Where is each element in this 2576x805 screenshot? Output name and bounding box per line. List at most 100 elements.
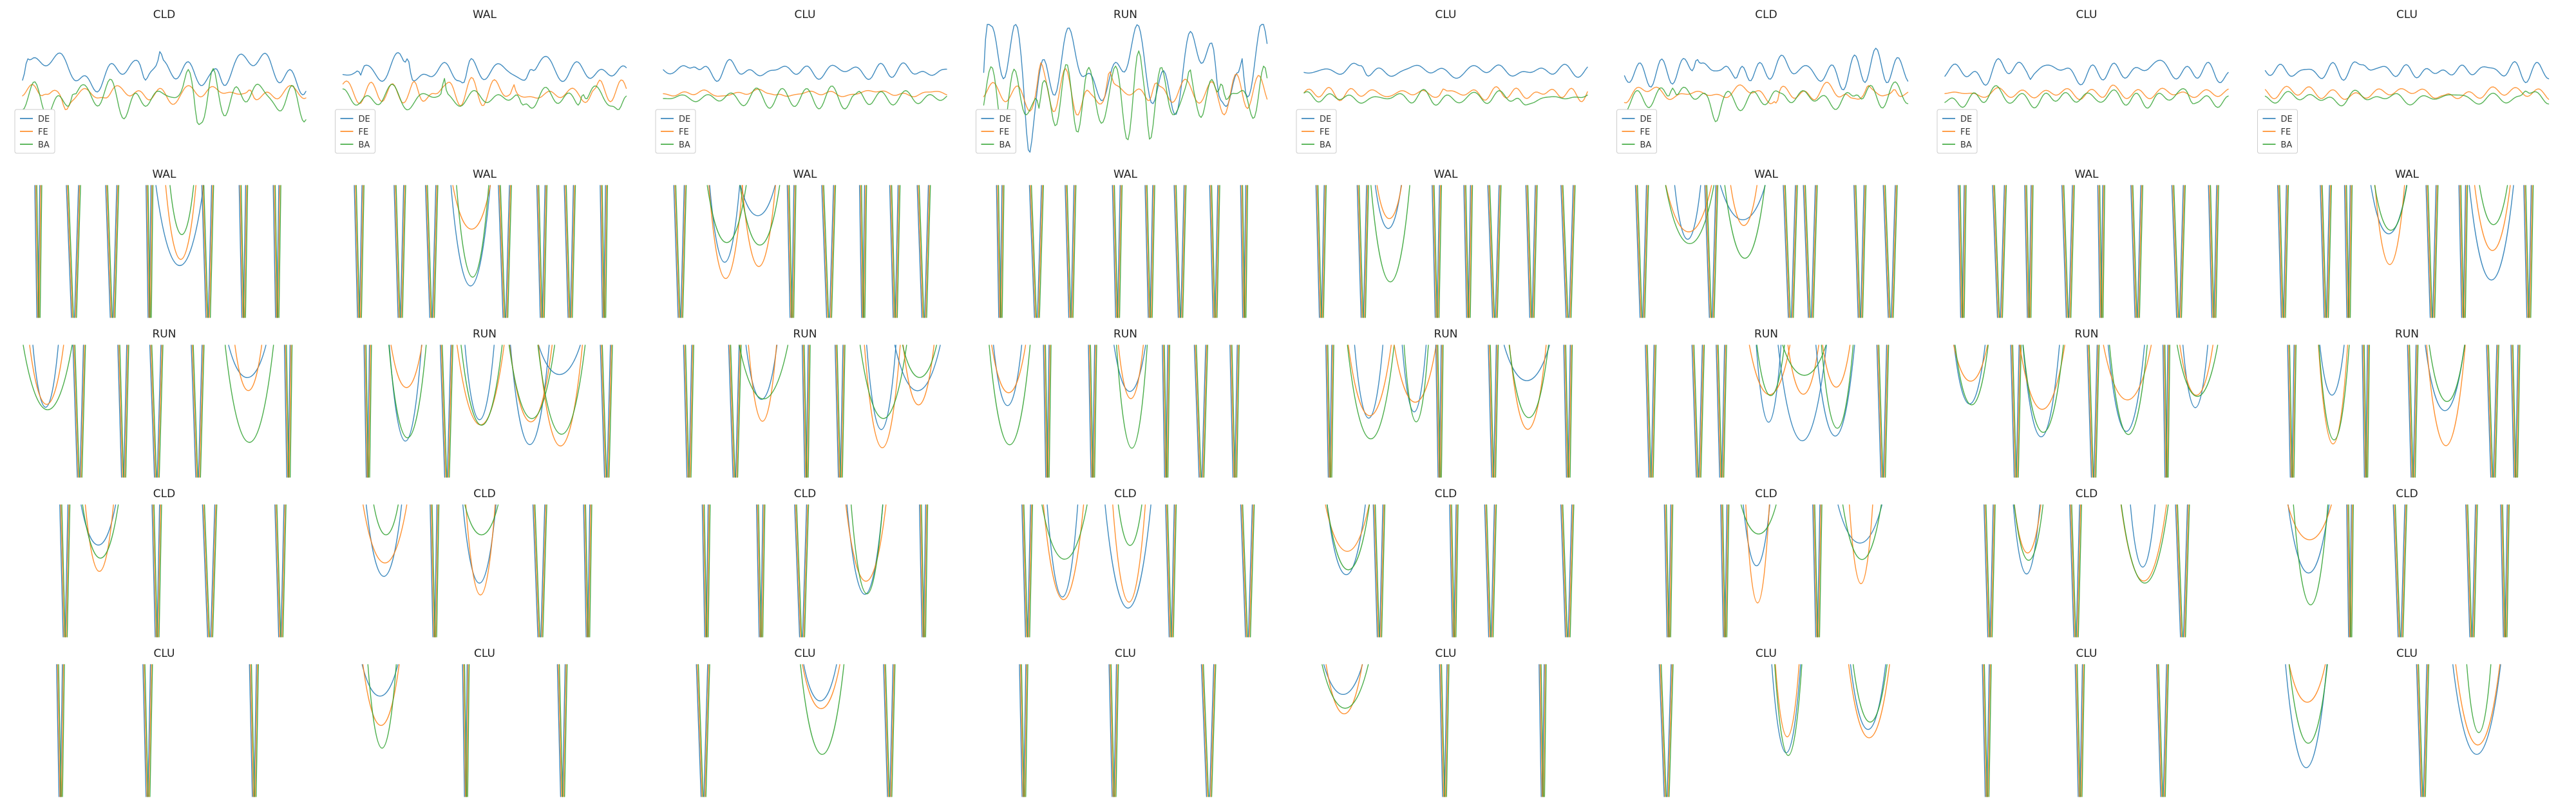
series-line-fe [430,504,439,638]
series-line-ba [508,345,555,419]
series-line-fe [2362,345,2369,478]
series-line-fe [202,185,213,318]
series-line-ba [36,185,43,318]
series-line-fe [1804,185,1817,318]
panel-r2-c8: WAL [2277,168,2534,318]
series-line-ba [823,185,837,318]
series-line-fe [440,345,453,478]
series-line-fe [1175,185,1186,318]
series-line-fe [674,185,686,318]
series-line-de [1432,185,1440,318]
panel-title: CLU [154,647,175,660]
series-line-de [1992,185,2005,318]
series-line-ba [2363,345,2370,478]
series-line-de [1193,345,1206,478]
series-line-ba [1211,185,1220,318]
series-line-fe [1848,664,1890,739]
panel-title: RUN [1434,328,1458,341]
series-line-ba [1722,504,1730,638]
series-line-ba [119,345,129,478]
panel-r5-c8: CLU [2285,647,2501,797]
series-line-ba [859,345,907,419]
series-line-fe [1993,185,2006,318]
series-line-fe [1303,86,1588,102]
series-line-fe [1088,345,1097,478]
series-line-fe [1730,185,1757,226]
series-line-fe [2345,185,2352,318]
series-line-fe [2025,185,2033,318]
panel-r2-c2: WAL [354,168,609,318]
panel-r5-c6: CLU [1658,647,1890,797]
series-line-fe [2466,504,2477,638]
series-line-ba [1785,185,1798,318]
panel-title: CLD [473,488,495,500]
panel-title: WAL [473,168,497,181]
panel-r3-c6: RUN [1645,328,1889,478]
panel-r2-c3: WAL [673,168,931,318]
series-line-ba [2063,185,2075,318]
panel-title: RUN [473,328,497,341]
series-line-ba [1231,345,1240,478]
series-line-fe [802,664,840,709]
series-line-ba [675,185,687,318]
series-line-de [1716,345,1725,478]
series-line-ba [861,185,867,318]
series-line-ba [1540,664,1547,797]
series-line-ba [2210,185,2219,318]
series-line-fe [1326,345,1334,478]
series-line-de [1944,58,2229,86]
series-line-de [1624,48,1909,91]
series-line-fe [1202,664,1215,797]
series-line-ba [1441,664,1450,797]
series-line-de [2287,504,2330,574]
series-line-de [1356,185,1367,318]
series-line-ba [151,345,164,478]
series-line-fe [835,345,845,478]
series-line-ba [144,664,153,797]
series-line-fe [1721,504,1728,638]
panel-title: RUN [2395,328,2419,341]
series-line-ba [1636,185,1649,318]
series-line-fe [1984,504,1995,638]
series-line-fe [390,345,422,388]
panel-title: CLU [2396,8,2418,21]
series-line-ba [558,664,568,797]
series-line-ba [2502,504,2510,638]
series-line-ba [2394,504,2408,638]
series-line-ba [739,185,781,245]
series-line-ba [2418,664,2430,797]
series-line-fe [2070,504,2081,638]
series-line-ba [1647,345,1657,478]
series-line-de [1756,345,1782,422]
series-line-fe [2408,345,2418,478]
series-line-fe [1210,185,1220,318]
series-line-fe [1488,185,1501,318]
series-line-ba [1242,185,1249,318]
legend-label-ba: BA [2281,140,2293,150]
series-line-fe [991,345,1027,393]
series-line-fe [1848,504,1873,584]
series-line-ba [2346,185,2353,318]
legend-label-de: DE [1640,115,1652,124]
series-line-fe [1854,185,1866,318]
series-line-ba [460,345,503,426]
series-line-ba [2293,504,2329,605]
series-line-ba [1164,345,1171,478]
series-line-fe [29,345,64,405]
series-line-ba [1955,345,1989,406]
series-line-fe [565,185,575,318]
series-line-ba [2099,185,2105,318]
series-line-ba [730,345,742,478]
panel-r2-c1: WAL [34,168,281,318]
series-line-de [821,185,834,318]
series-line-ba [1021,664,1028,797]
series-line-fe [250,664,258,797]
series-line-de [2069,504,2080,638]
series-line-de [105,185,117,318]
series-line-fe [2157,664,2168,797]
series-line-fe [1665,504,1672,638]
series-line-fe [143,664,152,797]
series-line-fe [2417,664,2429,797]
series-line-fe [708,185,743,279]
series-line-ba [1562,185,1576,318]
